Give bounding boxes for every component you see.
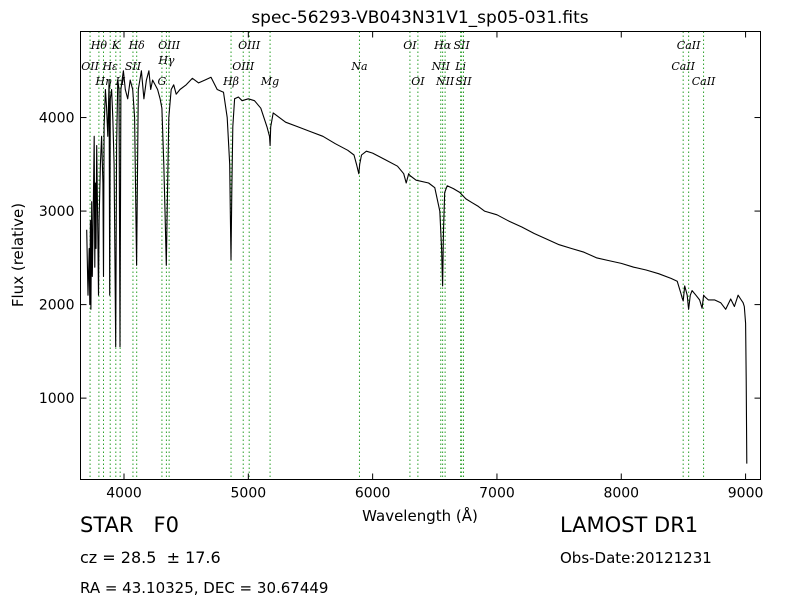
x-tick-label-5: 9000	[728, 486, 764, 502]
spectral-class: STAR F0	[80, 513, 179, 537]
marker-label-16: OI	[403, 39, 417, 52]
x-axis-label: Wavelength (Å)	[362, 506, 478, 525]
survey-name: LAMOST DR1	[560, 513, 699, 537]
marker-label-24: CaII	[671, 60, 695, 73]
marker-label-1: Hθ	[90, 39, 108, 52]
marker-label-8: G	[158, 75, 167, 88]
marker-label-19: Hα	[433, 39, 452, 52]
marker-label-12: OIII	[232, 60, 255, 73]
x-tick-label-3: 7000	[479, 486, 515, 502]
spectral-line-markers: OIIHθHηHεKHSIIHδGHγOIIIHβOIIIOIIIMgNaOIO…	[81, 31, 716, 480]
marker-label-13: OIII	[238, 39, 261, 52]
marker-label-25: CaII	[677, 39, 701, 52]
marker-label-0: OII	[81, 60, 99, 73]
axis-ticks: 4000 5000 6000 7000 8000 9000 1000 2000 3000 4000	[39, 31, 764, 502]
chart-title: spec-56293-VB043N31V1_sp05-031.fits	[251, 8, 588, 28]
marker-label-21: Li	[454, 60, 466, 73]
marker-label-17: OI	[411, 75, 425, 88]
spectrum-line	[86, 70, 748, 464]
marker-label-22: SII	[454, 39, 471, 52]
marker-label-2: Hη	[94, 75, 112, 88]
marker-label-7: Hδ	[128, 39, 146, 52]
marker-label-26: CaII	[692, 75, 716, 88]
marker-label-20: NII	[435, 75, 455, 88]
marker-label-3: Hε	[101, 60, 118, 73]
x-tick-label-2: 6000	[355, 486, 391, 502]
marker-label-14: Mg	[260, 75, 279, 88]
marker-label-4: K	[111, 39, 121, 52]
marker-label-10: OIII	[158, 39, 181, 52]
x-tick-label-0: 4000	[106, 486, 142, 502]
x-tick-label-1: 5000	[231, 486, 267, 502]
y-axis-label: Flux (relative)	[9, 203, 27, 307]
y-tick-label-1: 2000	[39, 298, 75, 314]
marker-label-18: NII	[431, 60, 451, 73]
coordinates: RA = 43.10325, DEC = 30.67449	[80, 579, 329, 597]
marker-label-15: Na	[350, 60, 367, 73]
marker-label-9: Hγ	[157, 54, 175, 67]
y-tick-label-0: 1000	[39, 391, 75, 407]
spectrum-series	[86, 70, 748, 464]
marker-label-5: H	[114, 75, 125, 88]
marker-label-6: SII	[125, 60, 142, 73]
marker-label-23: SII	[455, 75, 472, 88]
y-tick-label-2: 3000	[39, 204, 75, 220]
observation-date: Obs-Date:20121231	[560, 549, 712, 567]
redshift-cz: cz = 28.5 ± 17.6	[80, 548, 221, 567]
x-tick-label-4: 8000	[603, 486, 639, 502]
marker-label-11: Hβ	[222, 75, 239, 88]
plot-frame	[80, 31, 761, 480]
y-tick-label-3: 4000	[39, 111, 75, 127]
